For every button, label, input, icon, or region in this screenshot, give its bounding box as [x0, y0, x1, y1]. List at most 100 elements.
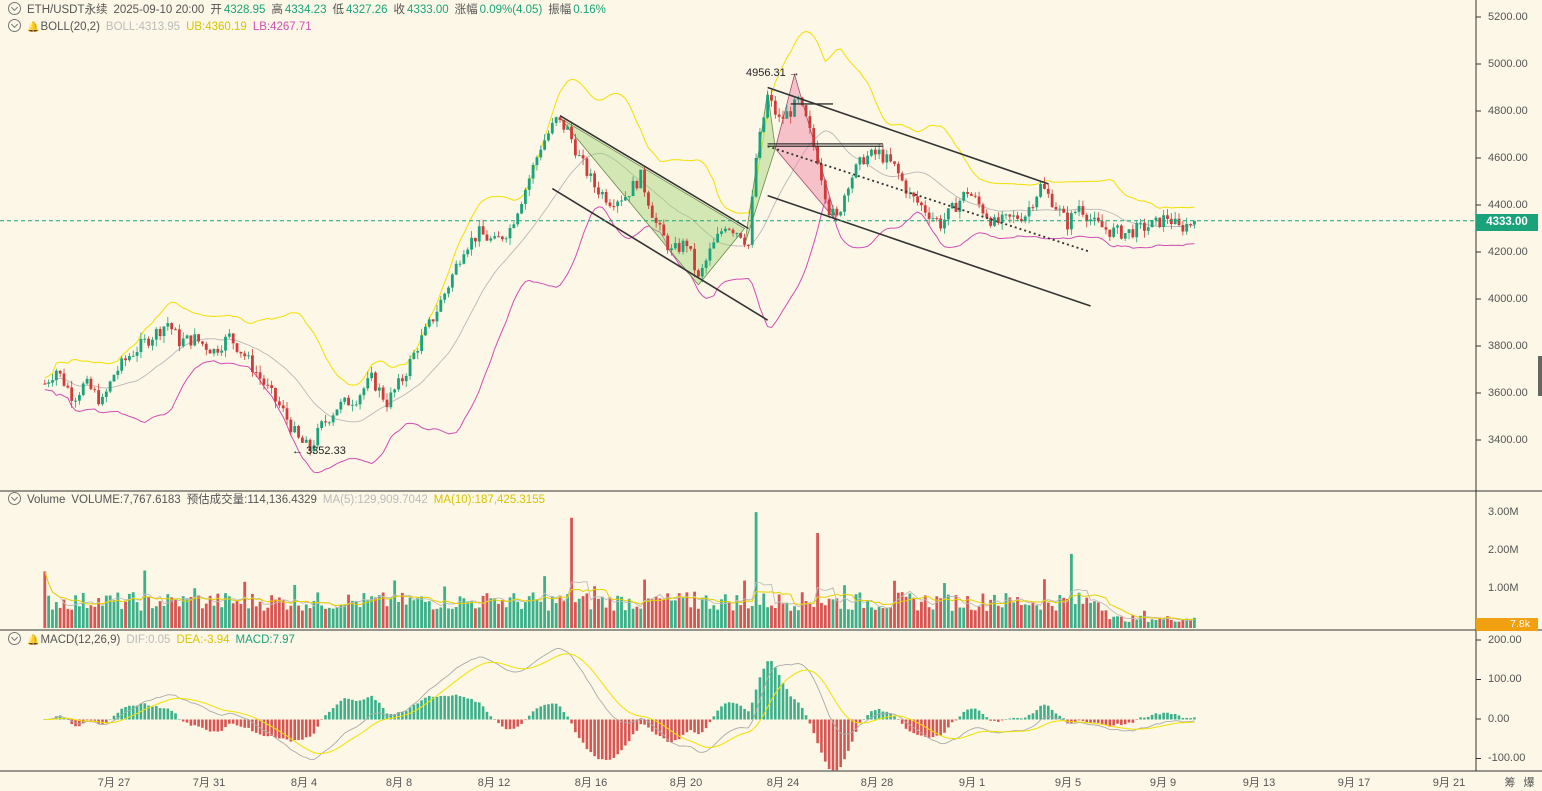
candle-body [554, 117, 558, 123]
macd-histogram-bar [616, 719, 619, 755]
close-value: 4333.00 [407, 4, 449, 16]
panel-resize-handle[interactable] [1538, 356, 1542, 396]
high-annotation: 4956.31 → [746, 67, 800, 79]
chips-button[interactable]: 筹 [1504, 777, 1516, 789]
volume-bar [320, 605, 324, 628]
boll-lb: LB:4267.71 [252, 21, 312, 33]
volume-bar [239, 603, 243, 628]
macd-header: 🔔MACD(12,26,9) DIF:0.05 DEA:-3.94 MACD:7.97 [8, 632, 301, 648]
candle-body [539, 149, 543, 158]
volume-bar [923, 595, 927, 628]
candle-body [1089, 219, 1092, 222]
volume-bar [366, 599, 370, 628]
volume-bar [135, 602, 139, 628]
volume-bar [343, 604, 347, 628]
date-tick: 8月 24 [766, 777, 800, 789]
candle-body [51, 380, 54, 383]
volume-bar [693, 591, 696, 628]
macd-histogram-bar [262, 719, 266, 737]
candle-body [931, 218, 935, 220]
volume-bar [662, 600, 666, 628]
macd-histogram-bar [943, 719, 946, 733]
volume-bar [543, 576, 547, 628]
candle-body [708, 248, 712, 261]
bell-icon[interactable]: 🔔 [27, 22, 40, 33]
candle-body [1019, 218, 1023, 222]
macd-histogram-bar [451, 695, 454, 720]
collapse-icon[interactable] [8, 632, 21, 645]
volume-bar [1181, 619, 1185, 628]
candle-body [377, 387, 381, 391]
macd-histogram-bar [404, 711, 408, 720]
candle-body [835, 208, 839, 216]
volume-bar [1081, 603, 1085, 628]
macd-histogram-bar [251, 719, 254, 732]
price-tick: 4400.00 [1488, 199, 1528, 211]
volume-bar [712, 605, 716, 628]
volume-bar [527, 596, 531, 628]
collapse-icon[interactable] [8, 492, 21, 505]
volume-bar [77, 606, 81, 628]
candle-body [627, 196, 631, 198]
close-label: 收 [393, 4, 406, 16]
volume-bar [216, 593, 220, 628]
volume-bar [293, 585, 297, 628]
candle-body [293, 426, 297, 433]
macd-histogram-bar [993, 719, 996, 721]
bell-icon[interactable]: 🔔 [27, 635, 40, 646]
volume-bar [1093, 601, 1096, 628]
boll-upper-line [44, 30, 1195, 386]
volume-bar [623, 610, 627, 628]
volume-tick: 2.00M [1488, 544, 1519, 556]
macd-histogram-bar [354, 700, 358, 720]
date-tick: 9月 17 [1337, 777, 1371, 789]
candle-body [927, 212, 931, 219]
volume-bar [850, 609, 854, 628]
liquidation-button[interactable]: 爆 [1523, 777, 1535, 789]
macd-histogram-bar [973, 708, 977, 720]
candle-body [1127, 229, 1131, 234]
high-label: 高 [271, 4, 283, 16]
candle-body [420, 335, 423, 352]
candle-body [743, 237, 746, 245]
candle-body [681, 240, 685, 252]
volume-bar [685, 592, 689, 628]
volume-bar [427, 601, 431, 628]
volume-bar [766, 607, 770, 628]
macd-histogram-bar [58, 715, 62, 720]
macd-histogram-bar [416, 703, 420, 720]
candle-body [320, 421, 324, 428]
low-label: 低 [332, 4, 344, 16]
macd-histogram-bar [639, 719, 643, 725]
macd-histogram-bar [604, 719, 608, 761]
volume-bar [820, 602, 823, 628]
candle-body [316, 427, 320, 446]
candle-body [439, 299, 443, 312]
candle-body [1100, 221, 1104, 228]
change-label: 涨幅 [454, 4, 478, 16]
macd-name: MACD(12,26,9) [40, 634, 121, 646]
candle-body [731, 229, 735, 234]
collapse-icon[interactable] [8, 2, 21, 15]
macd-histogram-bar [947, 719, 950, 728]
volume-bar [1027, 605, 1031, 628]
macd-histogram-bar [289, 719, 293, 742]
volume-estimate: 预估成交量:114,136.4329 [186, 494, 317, 506]
macd-histogram-bar [862, 719, 866, 720]
candle-body [74, 400, 77, 402]
candle-body [973, 195, 977, 197]
volume-bar [789, 610, 793, 628]
volume-bar [139, 610, 143, 628]
candle-body [1104, 227, 1108, 230]
volume-bar [58, 607, 62, 628]
candle-body [435, 311, 439, 322]
macd-histogram-bar [62, 717, 66, 720]
macd-histogram-bar [374, 699, 377, 720]
collapse-icon[interactable] [8, 19, 21, 32]
candle-body [424, 326, 427, 336]
macd-histogram-bar [562, 712, 566, 720]
price-tick: 4200.00 [1488, 246, 1528, 258]
macd-histogram-bar [754, 689, 758, 720]
macd-histogram-bar [750, 702, 754, 720]
